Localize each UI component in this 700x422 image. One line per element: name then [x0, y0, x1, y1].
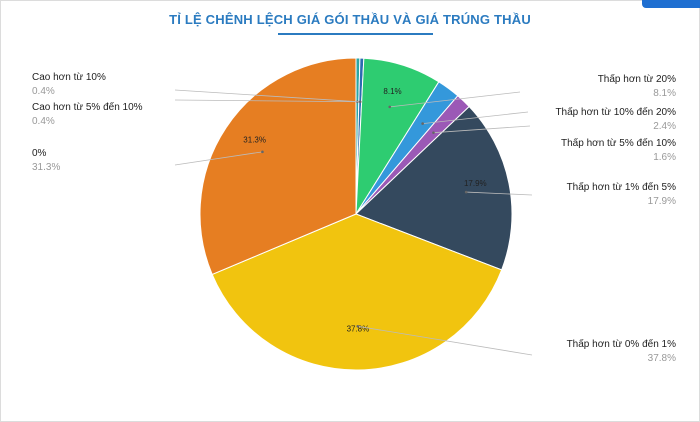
callout-name: Cao hơn từ 10%: [32, 72, 106, 83]
title-underline: [278, 33, 433, 35]
callout-value: 17.9%: [648, 196, 676, 207]
callout-name: Thấp hơn từ 5% đến 10%: [561, 137, 676, 149]
corner-tab: [642, 0, 700, 8]
callout-line: [174, 99, 361, 103]
pie-slice: [211, 213, 503, 371]
callout-dot: [432, 131, 435, 134]
callout-dot: [421, 122, 424, 125]
callout-value: 0.4%: [32, 86, 55, 97]
slice-label: 8.1%: [383, 87, 401, 96]
callout-dot: [358, 100, 362, 104]
callout-name: Cao hơn từ 5% đến 10%: [32, 101, 143, 113]
callout-dot: [261, 150, 264, 154]
callout-name: Thấp hơn từ 10% đến 20%: [555, 106, 676, 118]
slice-label: 37.8%: [347, 325, 370, 334]
callout-name: Thấp hơn từ 20%: [598, 73, 676, 85]
callout-dot: [464, 190, 468, 194]
callout-line: [389, 91, 521, 108]
chart-title: TỈ LỆ CHÊNH LỆCH GIÁ GÓI THẦU VÀ GIÁ TRÚ…: [169, 12, 531, 27]
pie-slice: [199, 57, 357, 276]
callout-value: 31.3%: [32, 162, 60, 173]
callout-line: [466, 191, 533, 196]
slice-label: 31.3%: [243, 136, 266, 145]
slice-label: 17.9%: [464, 179, 487, 188]
callout-dot: [388, 105, 392, 109]
callout-name: Thấp hơn từ 1% đến 5%: [567, 181, 677, 193]
callout-line: [422, 111, 529, 124]
callout-value: 8.1%: [653, 88, 676, 99]
pie-slices: [199, 57, 513, 371]
callout-value: 37.8%: [648, 353, 676, 364]
callout-value: 2.4%: [653, 121, 676, 132]
callout-line: [174, 89, 358, 103]
callout-value: 0.4%: [32, 116, 55, 127]
callout-line: [174, 151, 263, 166]
slice-labels: 8.1% 17.9% 37.8% 31.3%: [243, 87, 486, 334]
callout-line: [357, 325, 533, 356]
callout-name: 0%: [32, 148, 47, 159]
callout-name: Thấp hơn từ 0% đến 1%: [567, 338, 677, 350]
callouts: Cao hơn từ 10% 0.4% Cao hơn từ 5% đến 10% 0…: [32, 72, 676, 364]
callout-dot: [356, 325, 360, 328]
callout-value: 1.6%: [653, 152, 676, 163]
callout-line: [433, 125, 531, 134]
pie-slice: [355, 105, 513, 271]
